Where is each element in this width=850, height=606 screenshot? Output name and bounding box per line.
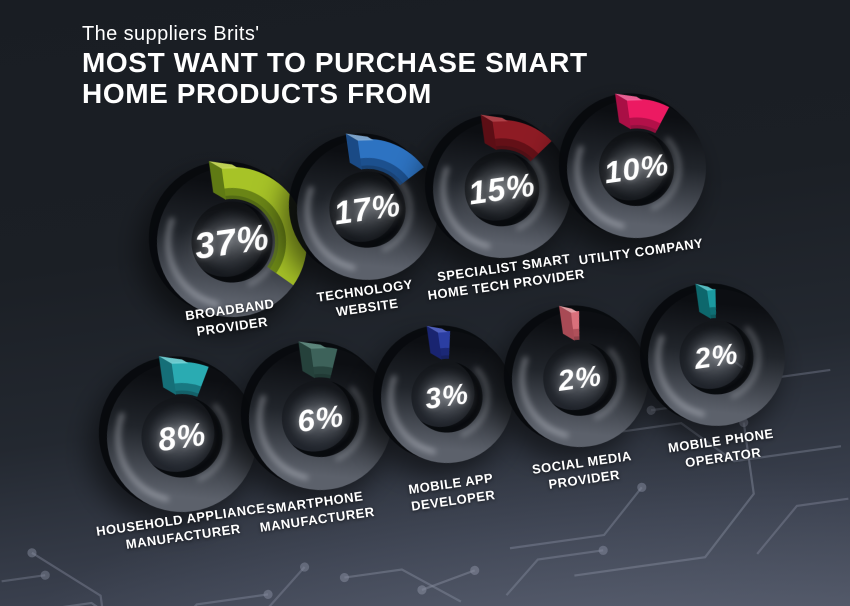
title-intro: The suppliers Brits' — [82, 23, 260, 45]
donut-value: 2% — [692, 338, 741, 376]
donut-ring — [240, 341, 393, 491]
donut-ring — [372, 325, 513, 463]
donut-ring — [639, 283, 785, 426]
donut-ring — [424, 114, 571, 258]
donut-ring — [288, 133, 438, 280]
donut-mobile-app-developer: 3% — [372, 322, 521, 471]
donut-value: 10% — [601, 146, 672, 190]
donut-social-media-provider: 2% — [503, 302, 657, 456]
donut-ring — [98, 356, 258, 513]
donut-household-appliance-manufacturer: 8% — [97, 352, 266, 521]
donut-broadband-provider: 37% — [147, 157, 316, 326]
donut-ring — [558, 93, 706, 238]
page-title-line2: HOME PRODUCTS FROM — [82, 78, 432, 109]
donut-technology-website: 17% — [288, 130, 447, 289]
donut-mobile-phone-operator: 2% — [639, 280, 794, 435]
donut-utility-company: 10% — [558, 90, 715, 247]
page-title-line1: MOST WANT TO PURCHASE SMART — [82, 47, 588, 78]
donut-smartphone-manufacturer: 6% — [240, 338, 402, 500]
page-title: MOST WANT TO PURCHASE SMART HOME PRODUCT… — [82, 47, 588, 109]
donut-ring — [148, 161, 308, 318]
donut-specialist-smart-home-tech-provider: 15% — [424, 111, 580, 267]
title-block: The suppliers Brits' MOST WANT TO PURCHA… — [82, 22, 588, 109]
donut-ring — [503, 305, 649, 448]
